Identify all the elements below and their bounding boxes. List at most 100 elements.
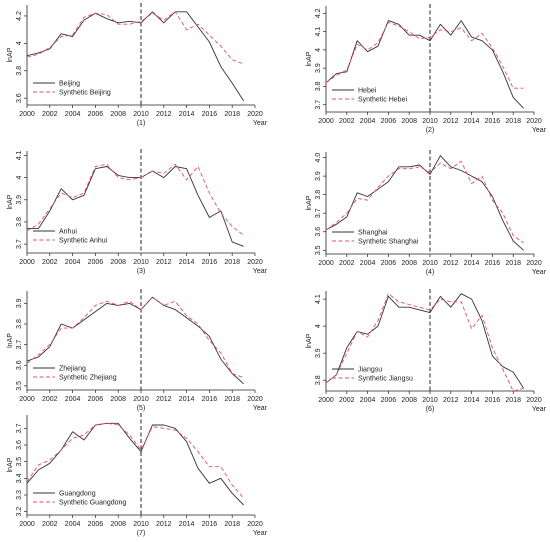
y-tick-label: 4.2 [16, 11, 23, 21]
x-tick-label: 2008 [110, 396, 126, 403]
x-tick-label: 2002 [339, 260, 355, 267]
synthetic-series-line [26, 296, 244, 379]
y-axis-title: lnAP [7, 194, 14, 209]
x-tick-label: 2000 [19, 259, 35, 266]
legend-entry: Hebei [358, 88, 377, 95]
x-tick-label: 2018 [224, 396, 240, 403]
x-tick-label: 2016 [202, 396, 218, 403]
x-tick-label: 2012 [443, 118, 459, 125]
panel-caption: (2) [426, 127, 435, 134]
x-tick-label: 2008 [110, 521, 126, 528]
y-tick-label: 3.2 [16, 507, 23, 517]
x-tick-label: 2000 [318, 260, 334, 267]
x-axis-title: Year [253, 268, 268, 275]
x-tick-label: 2008 [401, 397, 417, 404]
y-tick-label: 3.7 [315, 208, 322, 218]
y-axis-title: lnAP [306, 51, 313, 66]
x-tick-label: 2018 [224, 521, 240, 528]
x-tick-label: 2020 [247, 259, 263, 266]
x-tick-label: 2000 [19, 396, 35, 403]
x-tick-label: 2002 [339, 397, 355, 404]
legend-entry: Synthetic Anhui [59, 238, 108, 245]
actual-series-line [26, 11, 244, 102]
x-tick-label: 2006 [381, 397, 397, 404]
x-axis-title: Year [532, 127, 547, 134]
panel-caption: (1) [137, 120, 146, 127]
x-tick-label: 2014 [179, 259, 195, 266]
x-tick-label: 2002 [42, 259, 58, 266]
x-tick-label: 2004 [360, 118, 376, 125]
chart-panel-5: 2000 2002 2004 2006 2008 2010 2012 2014 2016 2018… [7, 289, 268, 412]
y-tick-label: 3.9 [315, 63, 322, 73]
y-tick-label: 3.7 [315, 100, 322, 110]
actual-series-line [325, 20, 524, 109]
x-tick-label: 2000 [318, 397, 334, 404]
x-tick-label: 2010 [133, 259, 149, 266]
x-tick-label: 2010 [133, 396, 149, 403]
actual-series-line [26, 296, 244, 385]
x-axis-title: Year [532, 269, 547, 276]
y-tick-label: 3.6 [315, 227, 322, 237]
legend-entry: Synthetic Beijing [59, 90, 111, 97]
chart-panel-2: 2000 2002 2004 2006 2008 2010 2012 2014 2016 2018… [306, 4, 547, 134]
x-tick-label: 2006 [88, 259, 104, 266]
y-tick-label: 3.8 [16, 319, 23, 329]
x-tick-label: 2010 [133, 111, 149, 118]
actual-series-line [325, 293, 524, 389]
legend-entry: Synthetic Shanghai [358, 239, 419, 246]
synthetic-series-line [325, 21, 524, 89]
x-tick-label: 2002 [42, 396, 58, 403]
chart-panel-4: 2000 2002 2004 2006 2008 2010 2012 2014 2016 2018… [306, 150, 547, 276]
x-tick-label: 2014 [179, 396, 195, 403]
x-tick-label: 2020 [526, 260, 542, 267]
x-tick-label: 2006 [88, 111, 104, 118]
x-tick-label: 2020 [526, 118, 542, 125]
y-tick-label: 3.7 [16, 239, 23, 249]
x-axis-title: Year [253, 530, 268, 537]
legend-entry: Jiangsu [358, 367, 382, 374]
x-tick-label: 2018 [224, 111, 240, 118]
x-axis-title: Year [253, 405, 268, 412]
y-tick-label: 3.6 [16, 440, 23, 450]
x-tick-label: 2010 [422, 260, 438, 267]
x-tick-label: 2012 [156, 111, 172, 118]
x-tick-label: 2004 [65, 111, 81, 118]
x-tick-label: 2018 [505, 260, 521, 267]
x-tick-label: 2000 [19, 111, 35, 118]
y-tick-label: 3.9 [16, 195, 23, 205]
x-tick-label: 2016 [202, 111, 218, 118]
x-tick-label: 2010 [422, 397, 438, 404]
chart-panel-7: 2000 2002 2004 2006 2008 2010 2012 2014 2016 2018… [7, 413, 268, 537]
legend-entry: Synthetic Zhejiang [59, 375, 117, 382]
x-tick-label: 2004 [360, 260, 376, 267]
y-tick-label: 3.5 [16, 457, 23, 467]
x-tick-label: 2010 [133, 521, 149, 528]
x-tick-label: 2016 [202, 521, 218, 528]
y-tick-label: 4.1 [16, 150, 23, 160]
y-axis-title: lnAP [7, 457, 14, 472]
y-tick-label: 4 [315, 324, 322, 328]
y-tick-label: 4 [16, 176, 23, 180]
y-tick-label: 3.8 [16, 217, 23, 227]
x-tick-label: 2004 [65, 396, 81, 403]
actual-series-line [27, 166, 244, 247]
x-tick-label: 2006 [381, 260, 397, 267]
x-tick-label: 2004 [65, 259, 81, 266]
x-tick-label: 2012 [156, 259, 172, 266]
x-tick-label: 2020 [247, 396, 263, 403]
synthetic-series-line [26, 163, 244, 236]
y-tick-label: 3.7 [16, 340, 23, 350]
x-tick-label: 2002 [42, 521, 58, 528]
legend-entry: Guangdong [59, 491, 96, 498]
x-axis-title: Year [253, 120, 268, 127]
legend-entry: Beijing [59, 81, 80, 88]
y-tick-label: 3.9 [16, 298, 23, 308]
x-tick-label: 2012 [443, 260, 459, 267]
y-tick-label: 4 [16, 41, 23, 45]
x-tick-label: 2014 [179, 521, 195, 528]
panel-caption: (4) [426, 269, 435, 276]
x-tick-label: 2008 [401, 118, 417, 125]
x-tick-label: 2000 [19, 521, 35, 528]
y-tick-label: 4.2 [315, 8, 322, 18]
synthetic-series-line [325, 293, 524, 392]
